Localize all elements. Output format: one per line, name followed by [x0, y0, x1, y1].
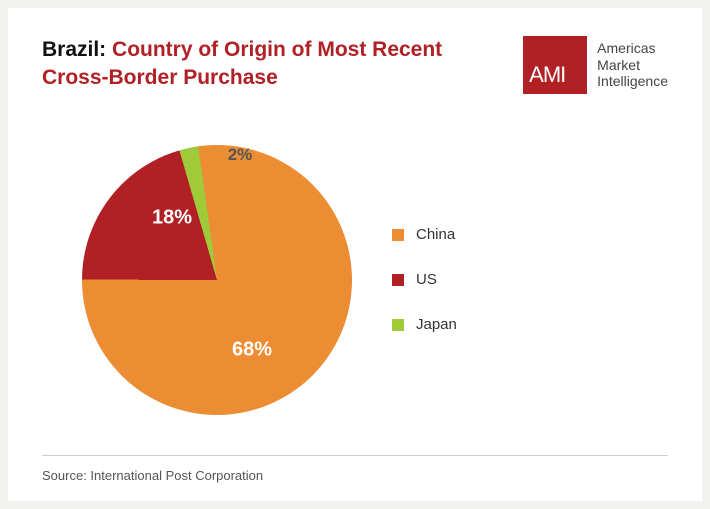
- ami-logo-text: Americas Market Intelligence: [597, 40, 668, 90]
- legend-item-china: China: [392, 226, 457, 243]
- chart-area: 68% 18% 2% China US Japan: [42, 94, 668, 455]
- logo-line-2: Market: [597, 57, 668, 74]
- slice-label-china: 68%: [232, 338, 272, 361]
- legend-swatch-icon: [392, 274, 404, 286]
- legend-swatch-icon: [392, 319, 404, 331]
- legend: China US Japan: [392, 226, 457, 333]
- legend-item-japan: Japan: [392, 316, 457, 333]
- source-text: Source: International Post Corporation: [42, 468, 263, 483]
- legend-label: Japan: [416, 316, 457, 333]
- legend-swatch-icon: [392, 229, 404, 241]
- ami-logo: AMI Americas Market Intelligence: [523, 36, 668, 94]
- header: Brazil: Country of Origin of Most Recent…: [42, 36, 668, 94]
- card: Brazil: Country of Origin of Most Recent…: [8, 8, 702, 501]
- legend-item-us: US: [392, 271, 457, 288]
- title-prefix: Brazil:: [42, 38, 106, 61]
- legend-label: China: [416, 226, 455, 243]
- ami-logo-mark: AMI: [523, 36, 587, 94]
- logo-line-1: Americas: [597, 40, 668, 57]
- ami-logo-mark-text: AMI: [529, 62, 565, 88]
- logo-line-3: Intelligence: [597, 73, 668, 90]
- source-footer: Source: International Post Corporation: [42, 455, 668, 483]
- pie-holder: 68% 18% 2%: [82, 145, 352, 415]
- pie-chart: [82, 145, 352, 415]
- slice-label-us: 18%: [152, 206, 192, 229]
- slice-label-japan: 2%: [228, 145, 253, 165]
- chart-title: Brazil: Country of Origin of Most Recent…: [42, 36, 462, 93]
- legend-label: US: [416, 271, 437, 288]
